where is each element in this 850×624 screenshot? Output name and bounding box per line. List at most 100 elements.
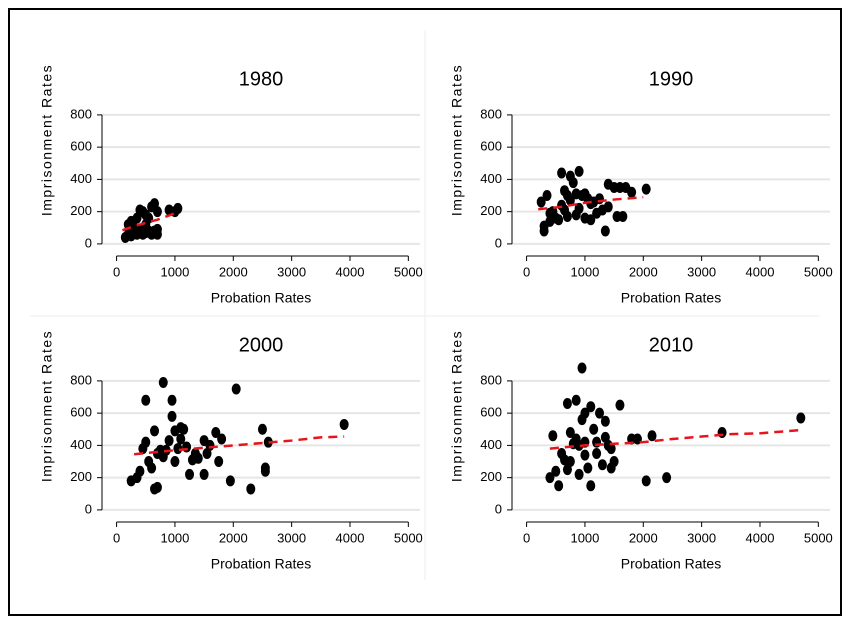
- point: [152, 223, 162, 235]
- x-tick-label: 1000: [570, 264, 599, 279]
- point: [597, 459, 607, 471]
- y-tick-label: 600: [480, 405, 502, 420]
- point: [589, 423, 599, 435]
- point: [173, 202, 183, 214]
- point: [580, 188, 590, 200]
- x-tick-label: 3000: [277, 264, 306, 279]
- fit-line: [549, 428, 801, 450]
- point: [263, 436, 273, 448]
- point: [609, 456, 619, 468]
- y-tick-label: 600: [70, 139, 92, 154]
- x-tick-label: 4000: [336, 264, 365, 279]
- y-tick-label: 600: [70, 405, 92, 420]
- point: [662, 472, 672, 484]
- point: [592, 436, 602, 448]
- x-tick-label: 2000: [629, 530, 658, 545]
- point: [173, 443, 183, 455]
- y-axis-label: Imprisonment Rates: [39, 330, 55, 482]
- point: [586, 401, 596, 413]
- point: [586, 214, 596, 226]
- point: [211, 427, 221, 439]
- point: [618, 210, 628, 222]
- x-tick-label: 0: [523, 530, 530, 545]
- x-tick-label: 5000: [394, 264, 423, 279]
- x-tick-label: 5000: [804, 264, 833, 279]
- point: [185, 468, 195, 480]
- x-tick-label: 0: [113, 530, 120, 545]
- point: [627, 186, 637, 198]
- x-tick-label: 0: [523, 264, 530, 279]
- point: [641, 475, 651, 487]
- x-tick-label: 5000: [394, 530, 423, 545]
- point: [615, 399, 625, 411]
- frame: [8, 8, 842, 616]
- x-tick-label: 4000: [746, 264, 775, 279]
- y-tick-label: 200: [480, 469, 502, 484]
- y-tick-label: 0: [85, 235, 92, 250]
- point: [586, 480, 596, 492]
- x-tick-label: 0: [113, 264, 120, 279]
- point: [225, 475, 235, 487]
- y-axis-label: Imprisonment Rates: [39, 64, 55, 216]
- point: [205, 439, 215, 451]
- y-tick-label: 0: [85, 501, 92, 516]
- y-tick-label: 200: [70, 469, 92, 484]
- point: [577, 362, 587, 374]
- fit-line: [133, 435, 345, 456]
- point: [557, 167, 567, 179]
- x-axis-label: Probation Rates: [621, 290, 721, 306]
- point: [583, 462, 593, 474]
- x-axis-label: Probation Rates: [211, 556, 311, 572]
- chart-title: 1980: [239, 68, 284, 90]
- point: [141, 394, 151, 406]
- point: [545, 472, 555, 484]
- point: [592, 447, 602, 459]
- point: [217, 433, 227, 445]
- y-axis-label: Imprisonment Rates: [449, 64, 465, 216]
- point: [796, 412, 806, 424]
- x-tick-label: 1000: [160, 530, 189, 545]
- point: [135, 465, 145, 477]
- point: [606, 443, 616, 455]
- point: [574, 202, 584, 214]
- point: [580, 449, 590, 461]
- point: [603, 201, 613, 213]
- x-tick-label: 1000: [160, 264, 189, 279]
- point: [158, 377, 168, 389]
- y-tick-label: 400: [480, 437, 502, 452]
- point: [193, 452, 203, 464]
- chart-title: 1990: [649, 68, 694, 90]
- point: [565, 456, 575, 468]
- y-tick-label: 800: [70, 372, 92, 387]
- y-axis-label: Imprisonment Rates: [449, 330, 465, 482]
- point: [176, 433, 186, 445]
- point: [164, 435, 174, 447]
- point: [260, 462, 270, 474]
- point: [150, 425, 160, 437]
- y-tick-label: 400: [70, 171, 92, 186]
- y-tick-label: 800: [480, 372, 502, 387]
- point: [167, 394, 177, 406]
- y-tick-label: 0: [495, 235, 502, 250]
- point: [595, 407, 605, 419]
- point: [600, 415, 610, 427]
- point: [574, 165, 584, 177]
- point: [574, 468, 584, 480]
- point: [568, 177, 578, 189]
- x-tick-label: 2000: [629, 264, 658, 279]
- point: [246, 483, 256, 495]
- point: [147, 462, 157, 474]
- x-tick-label: 3000: [687, 530, 716, 545]
- point: [580, 407, 590, 419]
- point: [548, 430, 558, 442]
- y-tick-label: 200: [70, 203, 92, 218]
- point: [231, 383, 241, 395]
- point: [182, 441, 192, 453]
- point: [562, 397, 572, 409]
- fit-line: [538, 195, 644, 211]
- point: [565, 194, 575, 206]
- point: [152, 481, 162, 493]
- x-axis-label: Probation Rates: [211, 290, 311, 306]
- chart-title: 2000: [239, 334, 284, 356]
